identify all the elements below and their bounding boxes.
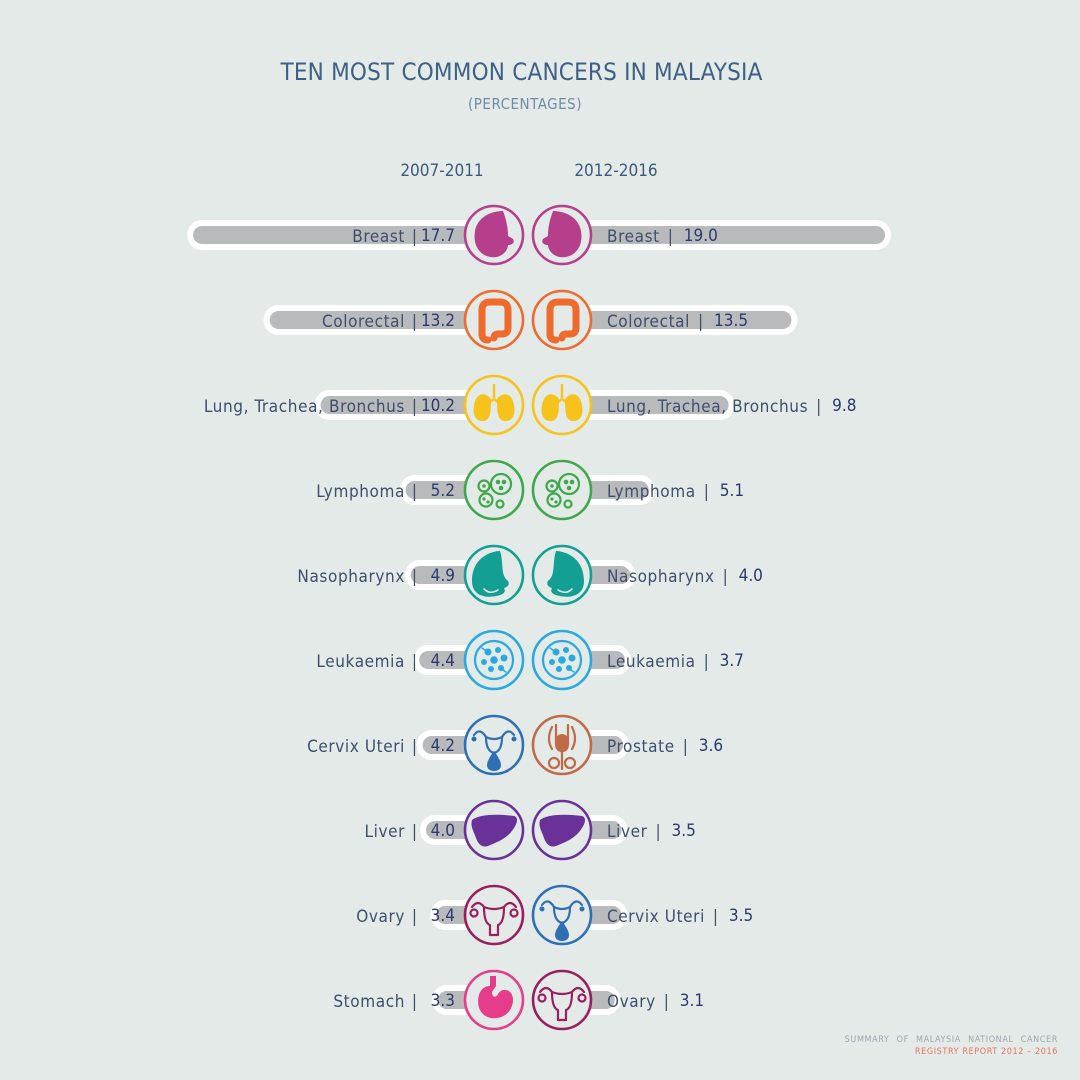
- breast-icon: [463, 204, 525, 266]
- value-label-2012-2016: 3.6: [699, 736, 723, 756]
- separator: |: [704, 652, 709, 672]
- category-label-2012-2016: Ovary: [607, 992, 656, 1012]
- leukaemia-icon: [463, 629, 525, 691]
- colorectal-icon: [463, 289, 525, 351]
- separator: |: [412, 907, 417, 927]
- liver-icon: [463, 799, 525, 861]
- category-label-2007-2011: Lymphoma: [316, 482, 405, 502]
- value-label-2012-2016: 3.5: [729, 906, 753, 926]
- value-label-2012-2016: 9.8: [832, 396, 856, 416]
- value-label-2007-2011: 13.2: [421, 311, 455, 331]
- category-label-2012-2016: Liver: [607, 822, 648, 842]
- chart-subtitle: (PERCENTAGES): [468, 95, 582, 113]
- separator: |: [412, 482, 417, 502]
- category-label-2012-2016: Leukaemia: [607, 652, 696, 672]
- category-label-2012-2016: Breast: [607, 227, 660, 247]
- value-label-2012-2016: 3.7: [720, 651, 744, 671]
- separator: |: [816, 397, 821, 417]
- bar-2007-2011: [320, 396, 494, 414]
- separator: |: [412, 227, 417, 247]
- category-label-2007-2011: Cervix Uteri: [307, 737, 405, 757]
- value-label-2007-2011: 4.4: [431, 651, 455, 671]
- separator: |: [704, 482, 709, 502]
- value-label-2007-2011: 3.3: [431, 991, 455, 1011]
- separator: |: [683, 737, 688, 757]
- liver-icon: [531, 799, 593, 861]
- category-label-2007-2011: Ovary: [356, 907, 405, 927]
- cervix-uteri-icon: [463, 714, 525, 776]
- chart-title: TEN MOST COMMON CANCERS IN MALAYSIA: [280, 58, 763, 86]
- category-label-2012-2016: Cervix Uteri: [607, 907, 705, 927]
- ovary-icon: [531, 969, 593, 1031]
- separator: |: [723, 567, 728, 587]
- bar-2012-2016: [562, 226, 885, 244]
- bar-2007-2011: [269, 311, 494, 329]
- cervix-uteri-icon: [531, 884, 593, 946]
- bar-2012-2016: [562, 311, 792, 329]
- separator: |: [412, 992, 417, 1012]
- category-label-2012-2016: Lymphoma: [607, 482, 696, 502]
- value-label-2007-2011: 10.2: [421, 396, 455, 416]
- category-label-2012-2016: Colorectal: [607, 312, 690, 332]
- bar-2007-2011: [193, 226, 494, 244]
- lymphoma-icon: [463, 459, 525, 521]
- category-label-2007-2011: Nasopharynx: [297, 567, 405, 587]
- category-label-2007-2011: Stomach: [333, 992, 405, 1012]
- category-label-2007-2011: Breast: [352, 227, 405, 247]
- leukaemia-icon: [531, 629, 593, 691]
- value-label-2012-2016: 13.5: [714, 311, 748, 331]
- lung-icon: [463, 374, 525, 436]
- value-label-2007-2011: 4.9: [431, 566, 455, 586]
- prostate-icon: [531, 714, 593, 776]
- separator: |: [698, 312, 703, 332]
- period-label-right: 2012-2016: [574, 161, 658, 181]
- value-label-2007-2011: 4.2: [431, 736, 455, 756]
- separator: |: [412, 397, 417, 417]
- category-label-2012-2016: Prostate: [607, 737, 675, 757]
- separator: |: [412, 312, 417, 332]
- separator: |: [656, 822, 661, 842]
- footer-line-2: REGISTRY REPORT 2012 – 2016: [914, 1047, 1058, 1057]
- category-label-2007-2011: Leukaemia: [316, 652, 405, 672]
- value-label-2012-2016: 5.1: [720, 481, 744, 501]
- separator: |: [668, 227, 673, 247]
- lung-icon: [531, 374, 593, 436]
- value-label-2007-2011: 4.0: [431, 821, 455, 841]
- separator: |: [412, 737, 417, 757]
- source-footer: SUMMARY OF MALAYSIA NATIONAL CANCER REGI…: [845, 1034, 1058, 1058]
- breast-icon: [531, 204, 593, 266]
- footer-line-1: SUMMARY OF MALAYSIA NATIONAL CANCER: [844, 1035, 1058, 1045]
- ovary-icon: [463, 884, 525, 946]
- separator: |: [664, 992, 669, 1012]
- category-label-2007-2011: Lung, Trachea, Bronchus: [204, 397, 405, 417]
- value-label-2007-2011: 3.4: [431, 906, 455, 926]
- stomach-icon: [463, 969, 525, 1031]
- separator: |: [412, 652, 417, 672]
- value-label-2012-2016: 3.1: [680, 991, 704, 1011]
- nasopharynx-icon: [531, 544, 593, 606]
- nasopharynx-icon: [463, 544, 525, 606]
- lymphoma-icon: [531, 459, 593, 521]
- separator: |: [412, 822, 417, 842]
- category-label-2007-2011: Colorectal: [322, 312, 405, 332]
- value-label-2007-2011: 5.2: [431, 481, 455, 501]
- value-label-2012-2016: 3.5: [672, 821, 696, 841]
- period-label-left: 2007-2011: [400, 161, 484, 181]
- category-label-2007-2011: Liver: [364, 822, 405, 842]
- category-label-2012-2016: Lung, Trachea, Bronchus: [607, 397, 808, 417]
- bar-2012-2016: [562, 396, 729, 414]
- category-label-2012-2016: Nasopharynx: [607, 567, 715, 587]
- separator: |: [412, 567, 417, 587]
- colorectal-icon: [531, 289, 593, 351]
- value-label-2007-2011: 17.7: [421, 226, 455, 246]
- separator: |: [713, 907, 718, 927]
- value-label-2012-2016: 4.0: [739, 566, 763, 586]
- value-label-2012-2016: 19.0: [684, 226, 718, 246]
